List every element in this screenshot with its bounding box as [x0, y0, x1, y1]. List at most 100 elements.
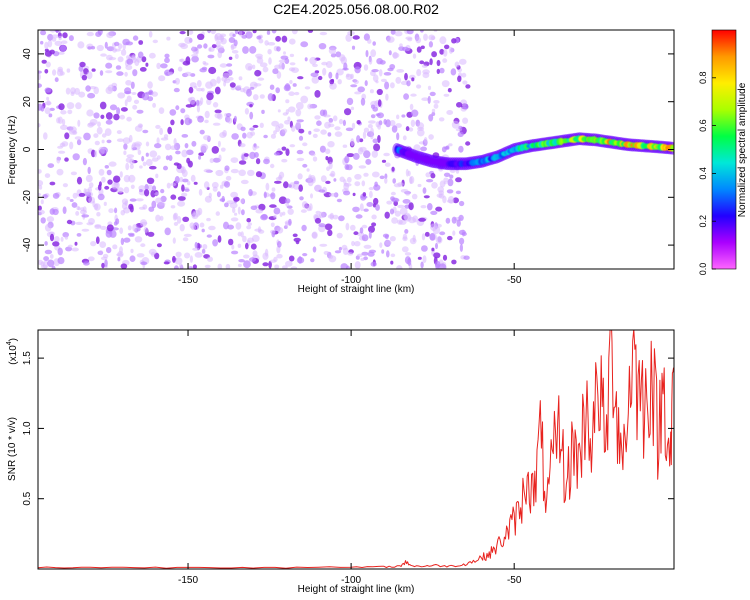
- spectrogram-noise-cell: [310, 72, 319, 78]
- spectrogram-noise-cell: [237, 231, 242, 237]
- spectrogram-noise-cell: [123, 237, 131, 243]
- spectrogram-noise-cell: [117, 251, 124, 258]
- spectrogram-noise-cell: [314, 90, 321, 98]
- spectrogram-noise-cell: [119, 171, 123, 178]
- spectrogram-noise-cell: [41, 59, 47, 64]
- spectrogram-noise-cell: [328, 161, 333, 170]
- spectrogram-noise-cell: [354, 173, 362, 180]
- spectrogram-noise-cell: [388, 50, 392, 56]
- spectrogram-noise-cell: [188, 86, 194, 94]
- spectrogram-noise-cell: [180, 108, 186, 114]
- spectrogram-noise-cell: [422, 69, 430, 75]
- spectrogram-noise-cell: [49, 254, 54, 259]
- spectrogram-noise-cell: [49, 30, 56, 33]
- spectrogram-noise-cell: [367, 124, 373, 129]
- spectrogram-noise-cell: [457, 131, 464, 138]
- spectrogram-noise-cell: [249, 46, 257, 54]
- spectrogram-noise-cell: [443, 172, 451, 177]
- spectrogram-noise-cell: [240, 179, 249, 185]
- spectrogram-noise-cell: [408, 127, 414, 132]
- spectrogram-noise-cell: [365, 50, 369, 58]
- spectrogram-noise-cell: [361, 224, 368, 229]
- spectrogram-noise-cell: [64, 235, 69, 240]
- spectrogram-noise-cell: [389, 208, 395, 215]
- spectrogram-noise-cell: [333, 178, 337, 182]
- spectrogram-noise-cell: [206, 92, 214, 101]
- spectrogram-noise-cell: [370, 104, 376, 109]
- spectrogram-noise-cell: [203, 181, 210, 189]
- spectrogram-noise-cell: [262, 262, 269, 267]
- spectrogram-noise-cell: [170, 119, 175, 126]
- spectrogram-noise-cell: [57, 66, 63, 73]
- spectrogram-noise-cell: [406, 80, 411, 87]
- spectrogram-noise-cell: [151, 91, 158, 97]
- spectrogram-noise-cell: [124, 87, 132, 94]
- spectrogram-noise-cell: [96, 126, 103, 135]
- spectrogram-noise-cell: [94, 224, 102, 229]
- spectrogram-noise-cell: [74, 241, 78, 246]
- spectrogram-noise-cell: [297, 173, 303, 180]
- spectrogram-noise-cell: [208, 225, 216, 231]
- spectrogram-noise-cell: [226, 63, 233, 67]
- spectrogram-noise-cell: [293, 237, 301, 242]
- spectrogram-noise-cell: [158, 107, 165, 114]
- spectrogram-noise-cell: [283, 51, 286, 55]
- spectrogram-noise-cell: [327, 214, 334, 219]
- spectrogram-noise-cell: [272, 68, 279, 75]
- spectrogram-noise-cell: [282, 112, 288, 116]
- spectrogram-noise-cell: [278, 62, 285, 70]
- spectrogram-noise-cell: [182, 216, 190, 222]
- spectrogram-noise-cell: [258, 229, 265, 234]
- spectrogram-noise-cell: [151, 157, 159, 162]
- spectrogram-noise-cell: [437, 186, 445, 193]
- spectrogram-noise-cell: [309, 56, 317, 65]
- spectrogram-noise-cell: [180, 43, 189, 50]
- spectrogram-noise-cell: [119, 227, 124, 234]
- spectrogram-noise-cell: [372, 74, 379, 82]
- spectrogram-noise-cell: [248, 189, 253, 197]
- spectrogram-noise-cell: [44, 241, 48, 246]
- spectrogram-noise-cell: [282, 128, 288, 134]
- spectrogram-noise-cell: [238, 76, 243, 81]
- spectrogram-noise-cell: [254, 69, 262, 77]
- spectrogram-noise-cell: [102, 253, 109, 259]
- spectrogram-noise-cell: [76, 233, 82, 237]
- spectrogram-noise-cell: [302, 163, 308, 168]
- spectrogram-noise-cell: [256, 35, 262, 40]
- spectrogram-noise-cell: [164, 143, 172, 151]
- spectrogram-noise-cell: [173, 265, 179, 269]
- spectrogram-noise-cell: [112, 244, 118, 250]
- spectrogram-noise-cell: [421, 245, 428, 252]
- spectrogram-noise-cell: [267, 42, 276, 46]
- spectrogram-noise-cell: [170, 194, 177, 200]
- spectrogram-noise-cell: [458, 214, 464, 221]
- spectrogram-x-axis-label: Height of straight line (km): [298, 284, 415, 295]
- spectrogram-noise-cell: [438, 193, 445, 199]
- spectrogram-noise-cell: [185, 104, 193, 108]
- spectrogram-noise-cell: [170, 205, 176, 209]
- spectrogram-noise-cell: [250, 243, 257, 250]
- spectrogram-noise-cell: [359, 203, 364, 212]
- spectrogram-noise-cell: [443, 177, 449, 183]
- spectrogram-noise-cell: [452, 197, 459, 204]
- spectrogram-noise-cell: [459, 243, 463, 252]
- snr-panel: -150 -100 -50 0.5 1.0 1.5 Height of straight …: [6, 329, 675, 595]
- spectrogram-noise-cell: [291, 125, 296, 132]
- spectrogram-noise-cell: [354, 261, 361, 269]
- spectrogram-noise-cell: [184, 252, 191, 259]
- spectrogram-noise-cell: [421, 64, 428, 68]
- spectrogram-noise-cell: [399, 207, 408, 216]
- spectrogram-noise-cell: [352, 192, 356, 197]
- spectrogram-noise-cell: [182, 237, 189, 242]
- spectrogram-noise-cell: [130, 248, 134, 254]
- spectrogram-noise-cell: [94, 150, 98, 158]
- spectrogram-noise-cell: [184, 36, 193, 44]
- spectrogram-noise-cell: [461, 72, 467, 78]
- spectrogram-noise-cell: [156, 243, 162, 248]
- colorbar-tick-label: 0.8: [698, 72, 708, 85]
- spectrogram-noise-cell: [80, 209, 87, 215]
- spectrogram-noise-cell: [58, 150, 66, 154]
- spectrogram-noise-cell: [412, 53, 417, 59]
- spectrogram-noise-cell: [191, 140, 197, 147]
- spectrogram-noise-cell: [252, 64, 256, 70]
